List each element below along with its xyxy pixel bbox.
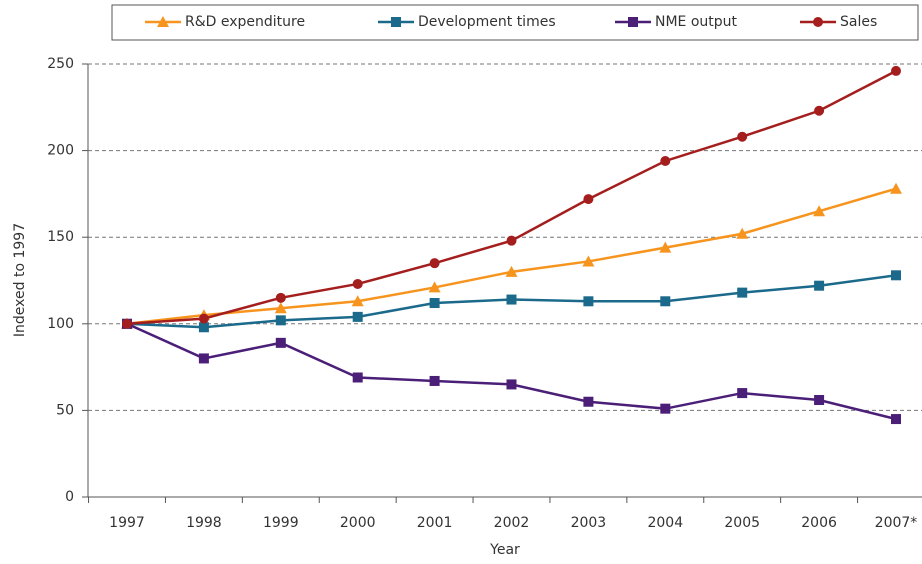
y-tick-label: 250: [47, 56, 74, 72]
x-tick-label: 2005: [724, 515, 760, 531]
x-tick-label: 2006: [801, 515, 837, 531]
marker: [428, 281, 441, 293]
legend-label: Sales: [840, 14, 877, 30]
marker: [157, 16, 169, 27]
marker: [814, 395, 825, 406]
legend-box: [111, 4, 919, 41]
y-tick-label: 200: [47, 143, 74, 159]
y-tick-label: 50: [56, 402, 74, 418]
marker: [891, 65, 901, 76]
marker: [275, 315, 286, 326]
marker: [814, 105, 825, 116]
marker: [659, 241, 672, 253]
x-tick-label: 2002: [494, 515, 530, 531]
marker: [506, 379, 517, 390]
marker: [890, 182, 902, 194]
marker: [352, 278, 363, 289]
marker: [351, 295, 364, 307]
marker: [628, 17, 638, 27]
marker: [429, 375, 440, 386]
legend-label: Development times: [418, 14, 556, 30]
marker: [737, 131, 748, 142]
x-tick-label: 2007*: [875, 515, 918, 531]
marker: [660, 155, 671, 166]
marker: [352, 311, 363, 322]
marker: [737, 388, 748, 399]
marker: [274, 302, 287, 314]
marker: [352, 372, 363, 383]
marker: [583, 396, 594, 407]
series-line: [126, 69, 897, 326]
marker: [429, 258, 440, 269]
x-tick-label: 2003: [571, 515, 607, 531]
marker: [198, 353, 209, 364]
marker: [275, 292, 286, 303]
x-tick-label: 1999: [263, 515, 299, 531]
series-line: [126, 322, 897, 421]
marker: [813, 17, 823, 27]
y-tick-label: 0: [65, 489, 74, 505]
x-tick-label: 2004: [647, 515, 683, 531]
marker: [275, 337, 286, 348]
x-tick-label: 1998: [186, 515, 222, 531]
y-tick-label: 100: [47, 316, 74, 332]
legend-label: NME output: [655, 14, 738, 30]
marker: [122, 318, 132, 329]
marker: [506, 235, 517, 246]
marker: [660, 296, 671, 307]
marker: [391, 17, 401, 27]
marker: [583, 296, 594, 307]
marker: [737, 287, 748, 298]
marker: [583, 194, 594, 205]
y-axis-label: Indexed to 1997: [12, 223, 28, 337]
marker: [582, 255, 595, 267]
marker: [891, 270, 901, 281]
marker: [813, 205, 826, 217]
x-axis-label: Year: [489, 542, 520, 558]
marker: [429, 298, 440, 309]
x-tick-label: 2000: [340, 515, 376, 531]
marker: [198, 313, 209, 324]
x-tick-label: 2001: [417, 515, 453, 531]
marker: [891, 414, 901, 425]
marker: [506, 294, 517, 305]
marker: [505, 265, 518, 277]
marker: [198, 322, 209, 333]
x-tick-label: 1997: [109, 515, 145, 531]
y-tick-label: 150: [47, 229, 74, 245]
legend-label: R&D expenditure: [185, 14, 305, 30]
marker: [660, 403, 671, 414]
marker: [736, 227, 749, 239]
marker: [814, 280, 825, 291]
